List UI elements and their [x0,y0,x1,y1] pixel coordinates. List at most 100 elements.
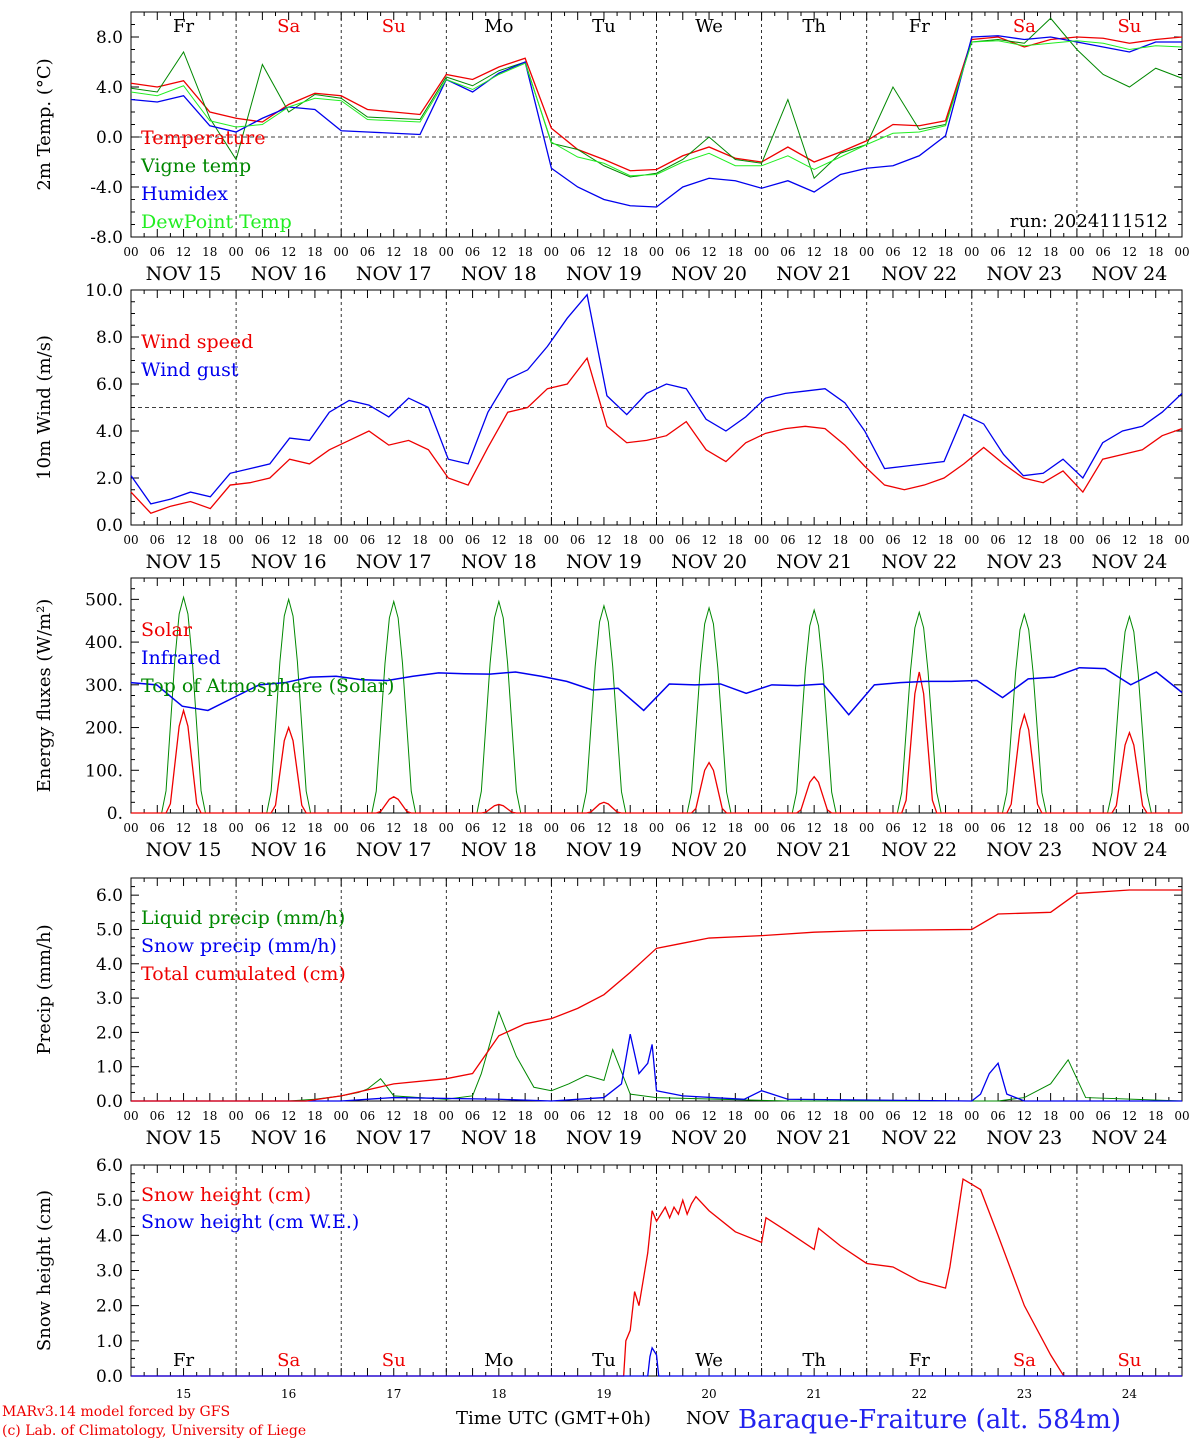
y-tick-label: 8.0 [96,328,123,348]
x-hour-label: 00 [228,821,243,835]
y-tick-label: 6.0 [96,375,123,395]
y-tick-label: 4.0 [96,422,123,442]
x-hour-label: 18 [623,1109,638,1123]
x-hour-label: 18 [202,821,217,835]
x-hour-label: 06 [675,821,690,835]
x-date-label: NOV 24 [1092,551,1168,573]
x-date-label: NOV 21 [776,839,852,861]
x-hour-label: 00 [964,533,979,547]
legend-entry: Wind gust [141,359,239,381]
x-day-number: 16 [281,1387,296,1401]
x-hour-label: 06 [885,533,900,547]
x-hour-label: 00 [1174,1109,1189,1123]
x-hour-label: 06 [780,1109,795,1123]
x-hour-label: 12 [176,821,191,835]
y-tick-label: 1.0 [96,1058,123,1078]
y-tick-label: 200. [85,719,123,739]
weekday-label: We [695,1350,723,1371]
x-hour-label: 18 [517,1109,532,1123]
x-hour-label: 00 [439,1109,454,1123]
x-hour-label: 00 [1069,245,1084,259]
y-tick-label: 100. [85,761,123,781]
x-hour-label: 18 [623,821,638,835]
x-hour-label: 06 [780,245,795,259]
y-tick-label: 4.0 [96,78,123,98]
x-hour-label: 18 [1043,245,1058,259]
x-hour-label: 12 [491,533,506,547]
x-hour-label: 06 [570,533,585,547]
x-hour-label: 06 [780,533,795,547]
x-hour-label: 12 [701,533,716,547]
x-hour-label: 00 [964,821,979,835]
x-date-label: NOV 23 [986,1127,1062,1149]
y-tick-label: 300. [85,676,123,696]
x-hour-label: 06 [360,1109,375,1123]
x-hour-label: 06 [675,533,690,547]
x-hour-label: 18 [728,821,743,835]
x-date-label: NOV 16 [251,263,327,285]
x-hour-label: 12 [491,245,506,259]
y-tick-label: -4.0 [90,178,123,198]
x-date-label: NOV 18 [461,263,537,285]
series-line-4-0 [131,1178,1182,1377]
x-date-label: NOV 24 [1092,263,1168,285]
x-hour-label: 06 [885,245,900,259]
x-hour-label: 18 [307,533,322,547]
legend-entry: Humidex [141,183,228,205]
x-hour-label: 00 [334,533,349,547]
x-date-label: NOV 19 [566,1127,642,1149]
weekday-label: Fr [909,1350,930,1371]
x-date-label: NOV 19 [566,263,642,285]
y-tick-label: 5.0 [96,920,123,940]
x-date-label: NOV 24 [1092,839,1168,861]
x-hour-label: 12 [281,1109,296,1123]
weekday-label: Fr [173,1350,194,1371]
x-hour-label: 12 [386,1109,401,1123]
y-tick-label: 2.0 [96,469,123,489]
weekday-label: Tu [592,1350,616,1371]
x-hour-label: 06 [255,533,270,547]
x-hour-label: 18 [938,245,953,259]
x-hour-label: 06 [360,821,375,835]
panel-frames [130,11,1183,1377]
x-hour-label: 18 [1148,533,1163,547]
x-hour-label: 00 [649,533,664,547]
x-hour-label: 06 [570,1109,585,1123]
weekday-label: Su [1117,1350,1141,1371]
x-date-label: NOV 16 [251,1127,327,1149]
x-hour-label: 18 [1148,1109,1163,1123]
y-tick-label: 2.0 [96,1297,123,1317]
run-annotation: run: 2024111512 [1010,211,1168,232]
x-date-label: NOV 23 [986,839,1062,861]
x-hour-label: 18 [833,245,848,259]
x-hour-label: 06 [1096,245,1111,259]
x-hour-label: 06 [150,1109,165,1123]
x-day-number: 18 [491,1387,506,1401]
x-hour-label: 00 [754,533,769,547]
legend-entry: DewPoint Temp [141,211,292,233]
x-date-label: NOV 15 [146,1127,222,1149]
weekday-label: Th [802,16,826,37]
x-hour-label: 12 [386,821,401,835]
x-hour-label: 12 [176,1109,191,1123]
x-hour-label: 00 [859,533,874,547]
legend-entry: Wind speed [141,331,253,353]
x-hour-label: 06 [255,821,270,835]
x-hour-label: 18 [938,821,953,835]
series-line-4-1 [131,1346,1182,1377]
x-hour-label: 00 [439,533,454,547]
series-line-1-0 [130,356,1183,515]
x-hour-label: 12 [596,1109,611,1123]
y-axis-label: 2m Temp. (°C) [34,58,55,190]
weekday-label: Su [1117,16,1141,37]
x-hour-label: 06 [885,1109,900,1123]
x-date-label: NOV 17 [356,839,432,861]
x-hour-label: 12 [281,533,296,547]
y-tick-label: 10.0 [85,281,123,301]
y-axis-label: 10m Wind (m/s) [34,335,55,480]
x-date-label: NOV 18 [461,1127,537,1149]
x-hour-label: 12 [1122,1109,1137,1123]
x-hour-label: 00 [649,1109,664,1123]
x-date-label: NOV 17 [356,551,432,573]
x-hour-label: 00 [859,1109,874,1123]
